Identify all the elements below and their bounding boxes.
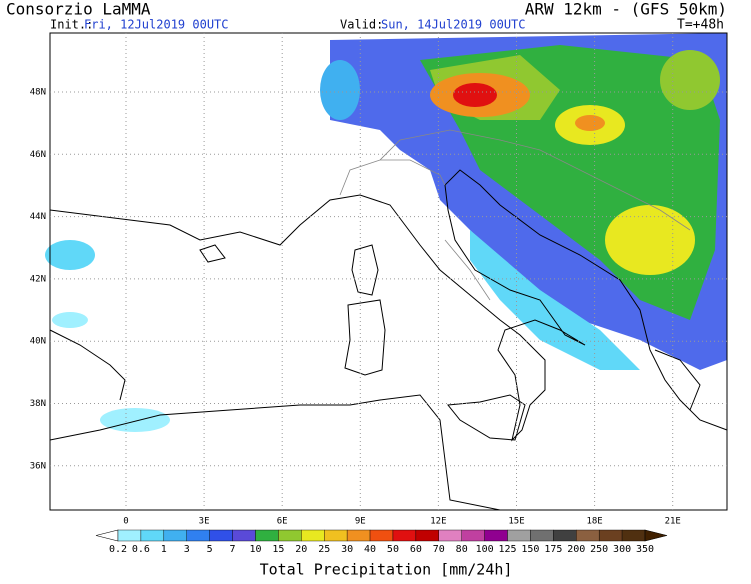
colorbar-segment <box>301 529 325 542</box>
colorbar-segment <box>438 529 462 542</box>
colorbar-segment <box>186 529 210 542</box>
lon-tick-label: 18E <box>586 517 602 527</box>
colorbar-label: 30 <box>341 544 353 555</box>
colorbar-label: 7 <box>230 544 236 555</box>
colorbar-label: 5 <box>207 544 213 555</box>
init-time: Fri, 12Jul2019 00UTC <box>84 18 229 32</box>
valid-label: Valid: <box>340 18 383 32</box>
colorbar-label: 40 <box>364 544 376 555</box>
colorbar-label: 80 <box>456 544 468 555</box>
colorbar-label: 1 <box>161 544 167 555</box>
colorbar-label: 70 <box>433 544 445 555</box>
colorbar-segment <box>576 529 600 542</box>
lat-tick-label: 42N <box>30 274 46 284</box>
colorbar-label: 25 <box>318 544 330 555</box>
colorbar-segment <box>232 529 256 542</box>
colorbar-segment <box>209 529 233 542</box>
colorbar-label: 250 <box>590 544 608 555</box>
colorbar-segment <box>484 529 508 542</box>
precip-field <box>45 33 727 432</box>
lon-tick-label: 12E <box>430 517 446 527</box>
colorbar-segment <box>598 529 623 542</box>
colorbar-label: 175 <box>544 544 562 555</box>
colorbar-label: 0.6 <box>132 544 150 555</box>
lon-tick-label: 21E <box>665 517 681 527</box>
colorbar-segment <box>324 529 348 542</box>
colorbar-label: 150 <box>521 544 539 555</box>
map <box>45 32 728 511</box>
colorbar-label: 15 <box>272 544 284 555</box>
coastlines <box>49 169 728 511</box>
borders <box>339 129 691 301</box>
colorbar-label: 20 <box>295 544 307 555</box>
colorbar-segment <box>507 529 531 542</box>
lat-tick-label: 48N <box>30 88 46 98</box>
colorbar-segment <box>392 529 417 542</box>
colorbar-label: 60 <box>410 544 422 555</box>
colorbar-segment <box>553 529 577 542</box>
lon-tick-label: 3E <box>199 517 210 527</box>
colorbar-segment <box>117 529 142 542</box>
colorbar-arrow <box>95 529 119 542</box>
colorbar-label: 350 <box>636 544 654 555</box>
colorbar-label: 200 <box>567 544 585 555</box>
colorbar-label: 125 <box>498 544 516 555</box>
map-frame <box>49 32 728 511</box>
colorbar-label: 300 <box>613 544 631 555</box>
colorbar-label: 3 <box>184 544 190 555</box>
colorbar-label: 50 <box>387 544 399 555</box>
colorbar-title: Total Precipitation [mm/24h] <box>260 561 513 579</box>
colorbar-label: 0.2 <box>109 544 127 555</box>
colorbar-label: 100 <box>476 544 494 555</box>
lon-tick-label: 15E <box>508 517 524 527</box>
lat-tick-label: 46N <box>30 150 46 160</box>
init-label: Init.: <box>50 18 93 32</box>
valid-time: Sun, 14Jul2019 00UTC <box>381 18 526 32</box>
lon-tick-label: 9E <box>355 517 366 527</box>
lon-tick-label: 0 <box>123 517 128 527</box>
colorbar-segment <box>621 529 646 542</box>
title: Consorzio LaMMA <box>6 0 151 19</box>
lead-time: T=+48h <box>677 18 724 33</box>
lat-tick-label: 38N <box>30 399 46 409</box>
colorbar-segment <box>369 529 394 542</box>
colorbar-segment <box>530 529 554 542</box>
colorbar-segment <box>278 529 302 542</box>
lon-tick-label: 6E <box>277 517 288 527</box>
colorbar-segment <box>415 529 439 542</box>
lat-tick-label: 40N <box>30 337 46 347</box>
colorbar-label: 10 <box>249 544 261 555</box>
colorbar-segment <box>346 529 371 542</box>
lat-tick-label: 44N <box>30 212 46 222</box>
colorbar-segment <box>461 529 485 542</box>
model: ARW 12km - (GFS 50km) <box>525 0 727 19</box>
colorbar-segment <box>140 529 165 542</box>
colorbar-segment <box>163 529 187 542</box>
lat-tick-label: 36N <box>30 461 46 471</box>
colorbar-arrow <box>644 529 668 542</box>
colorbar-segment <box>255 529 279 542</box>
